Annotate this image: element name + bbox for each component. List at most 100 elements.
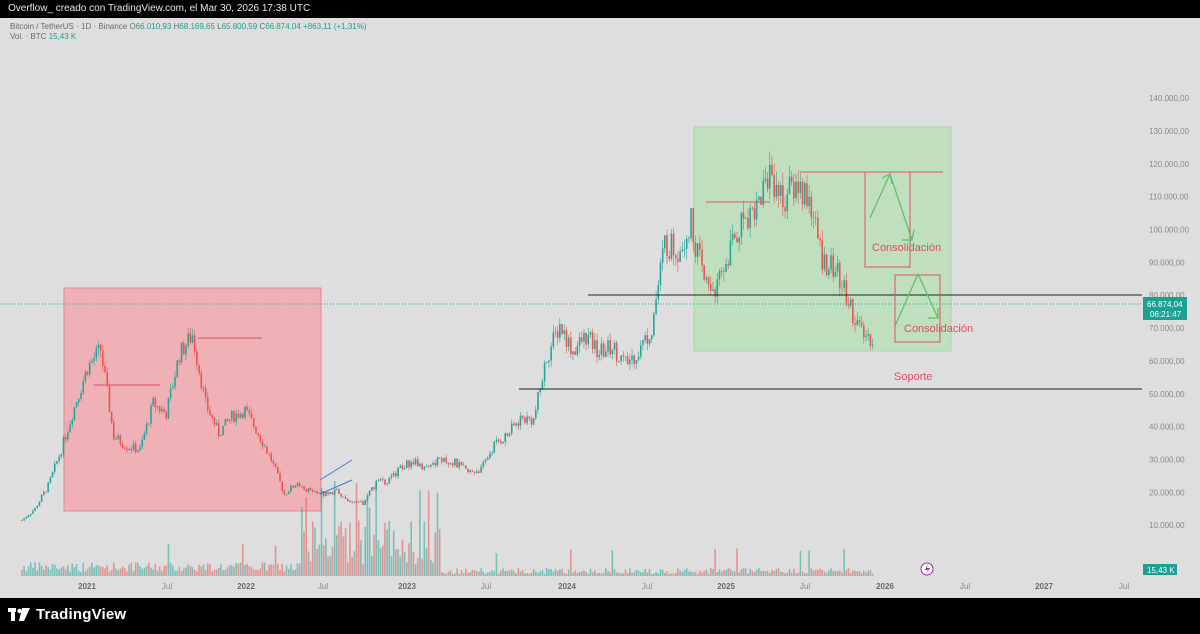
volume-bar <box>563 572 566 576</box>
y-tick-label: 110.000,00 <box>1149 193 1189 202</box>
volume-bar <box>388 520 391 576</box>
candle <box>804 180 806 209</box>
volume-bar <box>500 570 502 576</box>
x-axis[interactable]: 2021 Jul 2022 Jul 2023 Jul 2024 Jul 2025 Jul 2026 J… <box>78 582 1129 591</box>
candle <box>696 242 699 265</box>
candle <box>753 202 756 228</box>
volume-bar <box>412 552 415 576</box>
volume-bar <box>541 570 544 576</box>
candle <box>228 419 231 424</box>
candle <box>530 415 533 428</box>
candle <box>856 312 859 327</box>
candle <box>526 411 528 426</box>
candle <box>467 468 469 474</box>
candle <box>738 237 740 252</box>
volume-bar <box>806 573 808 576</box>
volume-bar <box>543 573 546 576</box>
volume-bar <box>84 571 87 576</box>
candle <box>712 281 714 292</box>
candle <box>524 416 526 425</box>
volume-bar <box>639 572 642 576</box>
candle <box>224 418 227 426</box>
volume-bar <box>613 568 616 576</box>
chart-area[interactable]: Consolidación Consolidación Soporte 10.0… <box>0 18 1200 598</box>
volume-bar <box>340 521 342 576</box>
candle <box>854 315 856 333</box>
candle <box>163 406 165 413</box>
volume-bar <box>633 572 636 576</box>
candle <box>51 471 54 479</box>
volume-bar <box>51 564 54 576</box>
volume-bar <box>36 570 39 576</box>
candle <box>375 480 377 491</box>
candle <box>78 398 80 406</box>
volume-bar <box>45 565 47 576</box>
volume-bar <box>773 571 775 576</box>
candle <box>252 417 255 429</box>
volume-bar <box>270 564 272 576</box>
candle <box>493 441 496 454</box>
volume-bar <box>615 572 618 576</box>
candle <box>670 228 673 262</box>
candle <box>462 462 465 466</box>
candle <box>784 195 786 220</box>
volume-bar <box>320 488 323 576</box>
candle <box>211 413 213 421</box>
candle <box>668 250 670 262</box>
volume-bar <box>506 570 509 576</box>
volume-bar <box>163 565 165 576</box>
volume-bar <box>535 571 537 576</box>
volume-bar <box>336 535 338 576</box>
volume-bar <box>357 520 360 576</box>
volume-bar <box>327 556 329 576</box>
volume-bar <box>493 571 496 576</box>
candle <box>513 421 515 426</box>
volume-bar <box>285 565 288 576</box>
candle <box>681 242 684 253</box>
candle <box>340 492 342 498</box>
candle <box>23 518 25 522</box>
candle <box>331 491 334 496</box>
candle <box>685 235 688 260</box>
candle <box>25 516 28 520</box>
volume-bar <box>406 562 408 576</box>
candle <box>242 412 244 420</box>
candle <box>727 260 730 270</box>
candle <box>196 348 198 371</box>
volume-bar <box>292 570 294 576</box>
volume-bar <box>228 564 231 576</box>
tradingview-logo[interactable]: TradingView <box>8 606 126 623</box>
candle <box>731 224 734 246</box>
candle <box>519 412 522 430</box>
volume-bar <box>165 565 168 576</box>
candle <box>611 349 614 360</box>
volume-bar <box>784 573 786 576</box>
volume-bar <box>141 568 143 576</box>
volume-bar <box>185 567 187 576</box>
arrow-path-2 <box>894 272 939 327</box>
candle <box>587 327 590 349</box>
volume-bar <box>620 573 622 576</box>
candle <box>366 495 369 502</box>
candle <box>73 406 76 422</box>
y-tick-label: 70.000,00 <box>1149 324 1185 333</box>
candle <box>152 396 154 407</box>
candle <box>554 327 557 338</box>
volume-bar <box>187 564 189 576</box>
candle <box>425 463 428 468</box>
lightning-icon[interactable] <box>920 562 934 576</box>
volume-bar <box>744 568 747 576</box>
price-chart[interactable]: Consolidación Consolidación Soporte 10.0… <box>0 18 1200 598</box>
candle <box>517 420 520 431</box>
candle <box>47 481 49 493</box>
candle <box>40 494 43 503</box>
volume-bar <box>152 569 154 576</box>
candle <box>637 351 640 362</box>
volume-bar <box>414 564 417 576</box>
candle <box>235 409 238 427</box>
volume-bar <box>73 567 76 576</box>
candle <box>690 208 692 242</box>
volume-bar <box>34 562 36 576</box>
y-axis[interactable]: 10.000,00 20.000,00 30.000,00 40.000,00 50.0… <box>1149 94 1190 530</box>
volume-bar <box>296 563 299 576</box>
